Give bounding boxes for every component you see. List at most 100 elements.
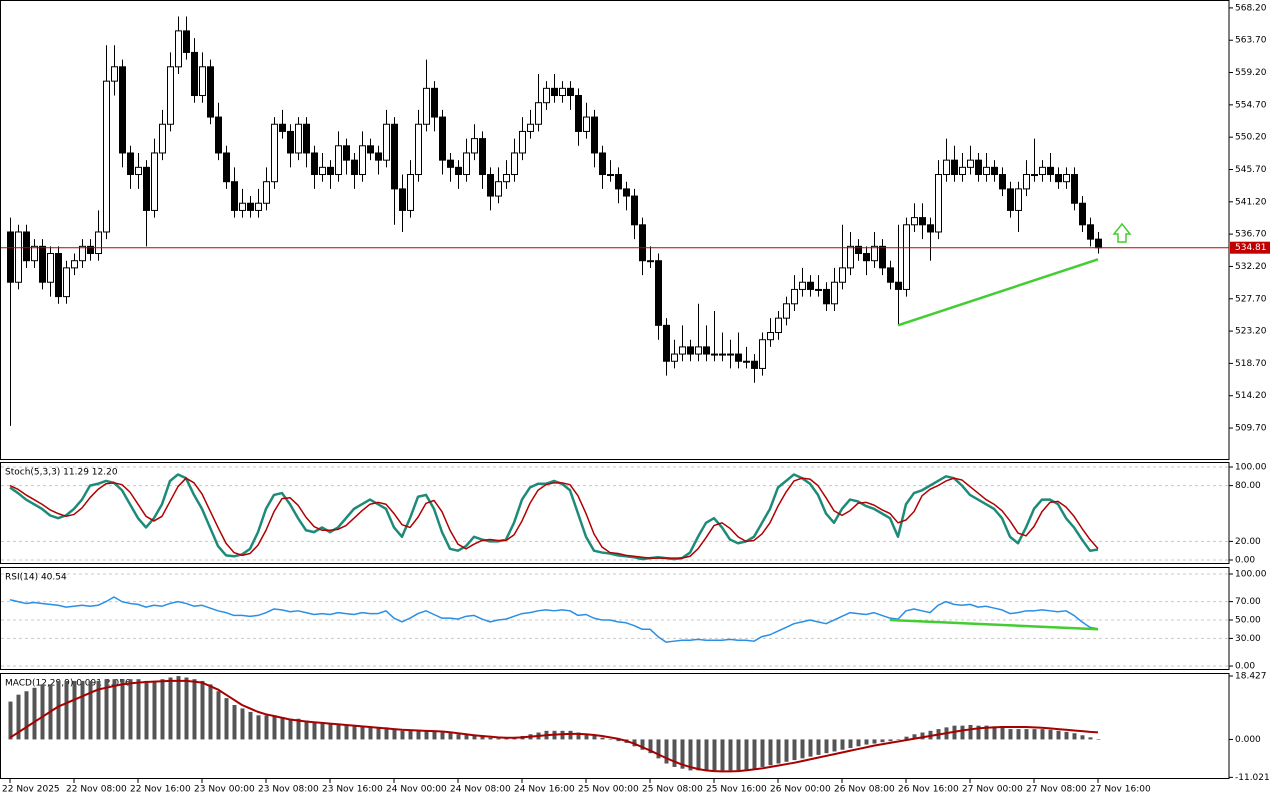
- macd-bar: [464, 734, 469, 740]
- macd-bar: [640, 739, 645, 750]
- macd-bar: [656, 739, 661, 759]
- candle-body: [423, 87, 430, 125]
- macd-bar: [840, 739, 845, 750]
- macd-bar: [736, 739, 741, 771]
- x-tick-label: 22 Nov 16:00: [130, 785, 191, 795]
- x-tick-label: 23 Nov 00:00: [194, 785, 255, 795]
- candle-body: [287, 130, 294, 154]
- candle-body: [55, 253, 62, 298]
- x-tick-label: 25 Nov 16:00: [706, 785, 767, 795]
- candle-body: [343, 145, 350, 161]
- macd-bar: [504, 738, 509, 740]
- candle-body: [1023, 174, 1030, 190]
- candle-body: [903, 224, 910, 290]
- candle-body: [975, 159, 982, 176]
- candle-body: [151, 152, 158, 211]
- candle-body: [559, 87, 566, 97]
- macd-bar: [1072, 733, 1077, 740]
- candle-body: [487, 174, 494, 197]
- macd-bar: [616, 739, 621, 742]
- macd-bar: [216, 691, 221, 740]
- macd-bar: [1008, 729, 1013, 740]
- macd-bar: [1000, 727, 1005, 740]
- candle-body: [1087, 224, 1094, 240]
- macd-bar: [296, 718, 301, 740]
- candle-body: [439, 116, 446, 161]
- candle-body: [799, 281, 806, 290]
- candle-body: [463, 152, 470, 176]
- macd-bar: [384, 727, 389, 740]
- macd-bar: [200, 680, 205, 740]
- candle-body: [775, 317, 782, 334]
- candle-body: [279, 123, 286, 132]
- candle-body: [871, 245, 878, 262]
- candle-body: [111, 66, 118, 82]
- macd-bar: [232, 705, 237, 740]
- macd-bar: [184, 677, 189, 740]
- candle-body: [911, 217, 918, 226]
- candle-body: [47, 253, 54, 283]
- candle-body: [1079, 202, 1086, 226]
- x-tick-label: 27 Nov 00:00: [962, 785, 1023, 795]
- candle-body: [327, 166, 334, 176]
- y-tick-label: 100.00: [1235, 463, 1267, 473]
- candle-body: [127, 152, 134, 176]
- candle-body: [95, 231, 102, 255]
- x-tick-label: 26 Nov 00:00: [770, 785, 831, 795]
- candle-body: [119, 66, 126, 154]
- y-tick-label: 527.70: [1235, 294, 1267, 304]
- macd-bar: [600, 737, 605, 740]
- x-tick-label: 24 Nov 00:00: [386, 785, 447, 795]
- last-price-box: [1230, 241, 1270, 254]
- macd-bar: [320, 722, 325, 740]
- candle-body: [655, 260, 662, 326]
- macd-bar: [368, 727, 373, 740]
- macd-bar: [664, 739, 669, 764]
- candle-body: [159, 123, 166, 154]
- x-tick-label: 26 Nov 16:00: [898, 785, 959, 795]
- candle-body: [263, 181, 270, 204]
- macd-bar: [1016, 729, 1021, 740]
- candle-body: [599, 152, 606, 176]
- y-tick-label: 80.00: [1235, 481, 1261, 491]
- macd-bar: [792, 739, 797, 761]
- macd-bar: [688, 739, 693, 771]
- macd-bar: [312, 722, 317, 740]
- candle-body: [415, 123, 422, 176]
- macd-signal-line: [9, 679, 1099, 773]
- candle-body: [191, 51, 198, 97]
- macd-bar: [960, 725, 965, 740]
- candle-body: [407, 174, 414, 211]
- y-tick-label: 20.00: [1235, 537, 1261, 547]
- macd-bar: [40, 684, 45, 740]
- y-tick-label: 30.00: [1235, 634, 1261, 644]
- candle-body: [215, 116, 222, 154]
- candle-body: [935, 174, 942, 233]
- candle-body: [1015, 188, 1022, 211]
- macd-bar: [744, 739, 749, 771]
- x-tick-label: 23 Nov 08:00: [258, 785, 319, 795]
- panel-frame: [0, 673, 1230, 779]
- candle-body: [767, 332, 774, 341]
- candle-body: [1095, 238, 1102, 249]
- indicator-line: [9, 473, 1099, 561]
- candle-body: [623, 188, 630, 197]
- macd-bar: [144, 680, 149, 740]
- macd-bar: [760, 739, 765, 767]
- candle-body: [231, 181, 238, 211]
- candle-body: [207, 66, 214, 118]
- candle-body: [495, 181, 502, 197]
- candle-body: [831, 281, 838, 305]
- candle-body: [839, 267, 846, 283]
- candle-body: [1039, 166, 1046, 176]
- candle-body: [719, 353, 726, 356]
- candle-body: [399, 188, 406, 211]
- y-tick-label: 554.70: [1235, 100, 1267, 110]
- macd-bar: [680, 739, 685, 769]
- candle-body: [687, 346, 694, 355]
- candle-body: [1063, 174, 1070, 183]
- indicator-title: Stoch(5,3,3) 11.29 12.20: [5, 468, 118, 478]
- candle-body: [591, 116, 598, 154]
- macd-bar: [720, 739, 725, 771]
